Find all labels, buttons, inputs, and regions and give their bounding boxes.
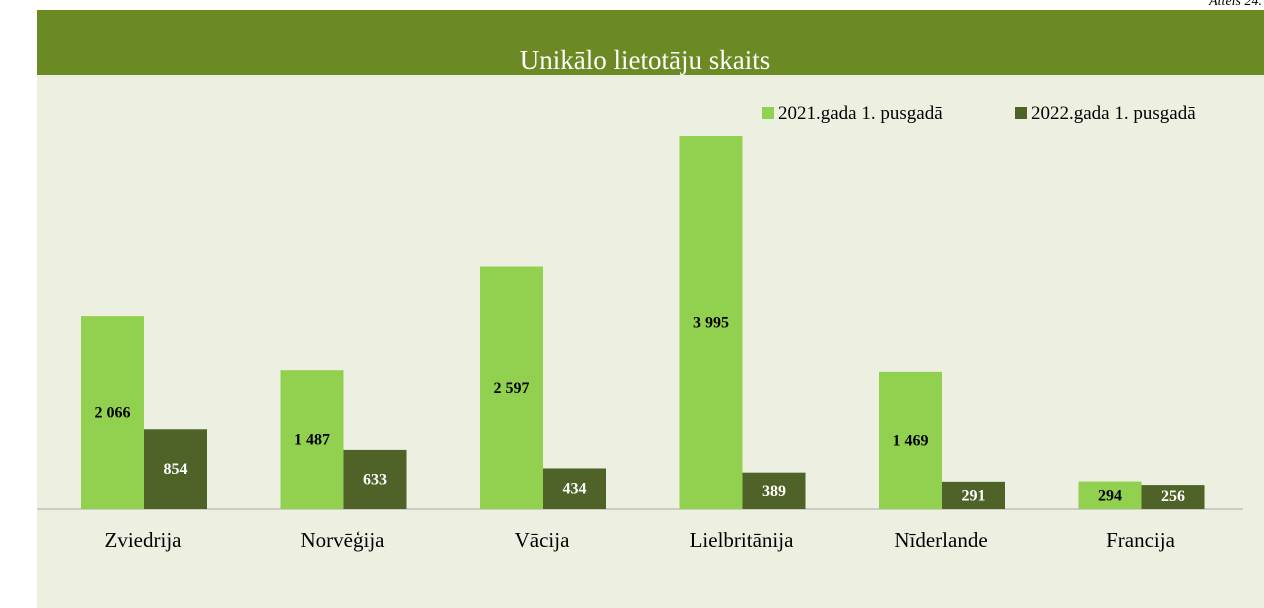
bar [1141,485,1205,509]
bar [679,136,743,509]
bar [1078,481,1142,509]
value-label: 1 469 [893,432,929,449]
legend-label: 2022.gada 1. pusgadā [1031,103,1196,124]
plot-background [37,75,1264,608]
x-tick-label: Nīderlande [894,528,987,552]
bar [144,429,207,509]
x-tick-label: Norvēģija [301,528,386,552]
bar [742,472,806,509]
bar [480,266,543,509]
x-tick-label: Vācija [515,528,570,552]
bar [280,370,344,509]
bar [879,371,942,509]
legend-label: 2021.gada 1. pusgadā [778,103,943,124]
legend-swatch [1015,107,1027,119]
x-tick-label: Zviedrija [105,528,183,552]
value-label: 1 487 [294,432,330,449]
value-label: 854 [164,461,188,478]
value-label: 2 597 [494,380,530,397]
value-label: 434 [563,481,587,498]
x-tick-label: Lielbritānija [690,528,794,552]
bar [343,449,407,509]
value-label: 2 066 [95,405,131,422]
legend-swatch [762,107,774,119]
chart-title: Unikālo lietotāju skaits [520,45,770,75]
x-tick-label: Francija [1106,528,1175,552]
bar [543,468,606,509]
value-label: 3 995 [693,315,729,332]
value-label: 294 [1098,487,1122,504]
value-label: 291 [962,487,986,504]
bar [81,316,144,509]
value-label: 633 [363,471,387,488]
value-label: 389 [762,483,786,500]
bar [942,481,1005,509]
value-label: 256 [1161,488,1185,505]
figure-label: Attēls 24. [1208,0,1262,9]
title-band [37,10,1264,75]
